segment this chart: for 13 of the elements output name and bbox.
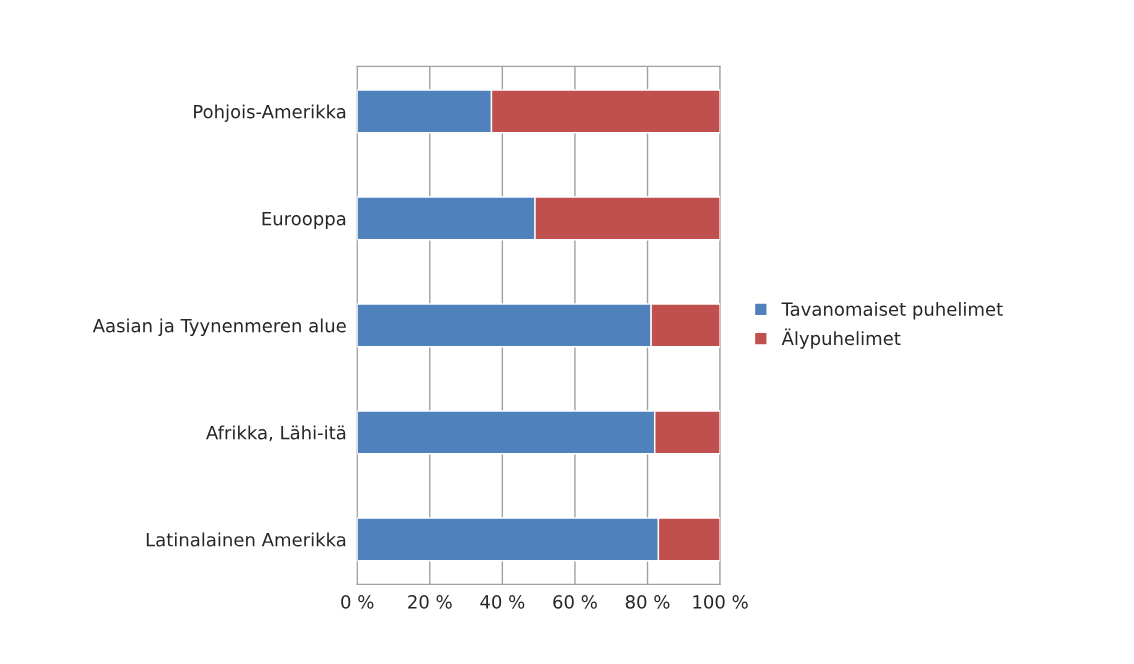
y-tick-label: Afrikka, Lähi-itä	[206, 425, 346, 442]
x-tick-label: 20 %	[408, 595, 452, 609]
x-tick-label: 80 %	[625, 595, 670, 609]
y-tick-label: Eurooppa	[262, 212, 346, 229]
x-tick-label: 40 %	[480, 595, 525, 609]
y-tick-label: Latinalainen Amerikka	[146, 532, 346, 547]
x-tick-label: 60 %	[553, 595, 597, 609]
x-tick-label: 100 %	[693, 595, 748, 609]
x-tick-label: 0 %	[341, 595, 374, 609]
y-tick-label: Pohjois-Amerikka	[194, 104, 346, 122]
legend-label: Älypuhelimet	[781, 328, 901, 349]
y-tick-label: Aasian ja Tyynenmeren alue	[92, 318, 346, 336]
legend-label: Tavanomaiset puhelimet	[781, 302, 1003, 320]
